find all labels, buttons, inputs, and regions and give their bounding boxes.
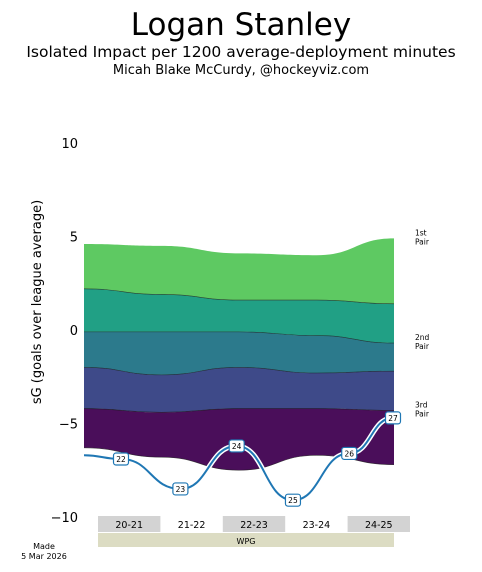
impact-line: 22 23 24 25 26 27 <box>83 411 402 507</box>
y-tick-label: 10 <box>61 137 78 152</box>
deployment-labels: 1st Pair 2nd Pair 3rd Pair <box>415 228 430 418</box>
season-label: 24-25 <box>365 520 393 531</box>
made-date-value: 5 Mar 2026 <box>21 552 67 561</box>
band-boundary <box>83 367 395 376</box>
impact-point-box <box>228 439 245 453</box>
band-boundary <box>83 408 395 413</box>
made-date: Made 5 Mar 2026 <box>14 542 74 562</box>
y-tick-label: 0 <box>70 324 78 339</box>
deployment-label: 3rd Pair <box>415 400 430 418</box>
team-label: WPG <box>237 537 256 546</box>
season-label: 21-22 <box>178 520 206 531</box>
y-axis: 10 5 0 −5 −10 sG (goals over league average) <box>30 137 78 526</box>
band-1st-pair-low <box>84 288 394 344</box>
band-2nd-pair <box>84 331 394 375</box>
impact-point: 25 <box>284 493 302 507</box>
season-shade <box>222 516 286 532</box>
season-label: 22-23 <box>240 520 268 531</box>
season-label: 23-24 <box>303 520 331 531</box>
band-3rd-pair <box>84 367 394 413</box>
impact-point-label: 25 <box>288 496 298 505</box>
impact-point: 26 <box>341 446 358 461</box>
impact-point: 23 <box>172 482 189 496</box>
impact-point-box <box>284 493 302 507</box>
y-tick-label: −10 <box>51 511 78 526</box>
team-bar: WPG <box>98 533 394 547</box>
chart-title: Logan Stanley <box>130 7 352 43</box>
band-1st-pair <box>84 238 394 304</box>
impact-point: 22 <box>112 452 130 466</box>
chart-byline: Micah Blake McCurdy, @hockeyviz.com <box>112 63 370 78</box>
deployment-bands <box>83 238 395 471</box>
band-boundary <box>83 288 395 305</box>
impact-point-label: 27 <box>388 414 398 423</box>
impact-point: 24 <box>228 439 245 453</box>
season-label: 20-21 <box>115 520 143 531</box>
deployment-label: 2nd Pair <box>415 333 430 351</box>
impact-point-label: 23 <box>176 485 186 494</box>
impact-point-label: 22 <box>116 455 126 464</box>
impact-point-box <box>112 452 130 466</box>
made-label: Made <box>33 542 55 551</box>
team-bar-fill <box>98 533 394 547</box>
impact-point-label: 26 <box>344 449 354 458</box>
impact-point-label: 24 <box>232 442 242 451</box>
band-boundary <box>84 331 395 344</box>
y-tick-label: 5 <box>70 231 78 246</box>
chart-subtitle: Isolated Impact per 1200 average-deploym… <box>26 43 456 61</box>
impact-point: 27 <box>384 411 402 425</box>
impact-point-box <box>384 411 402 425</box>
impact-point-box <box>341 446 358 461</box>
deployment-label: 1st Pair <box>415 228 430 246</box>
season-shade <box>347 516 410 532</box>
impact-point-box <box>172 482 189 496</box>
y-tick-label: −5 <box>59 418 78 433</box>
season-axis: 20-21 21-22 22-23 23-24 24-25 <box>98 516 410 532</box>
y-axis-label: sG (goals over league average) <box>30 200 45 404</box>
season-shade <box>98 516 161 532</box>
